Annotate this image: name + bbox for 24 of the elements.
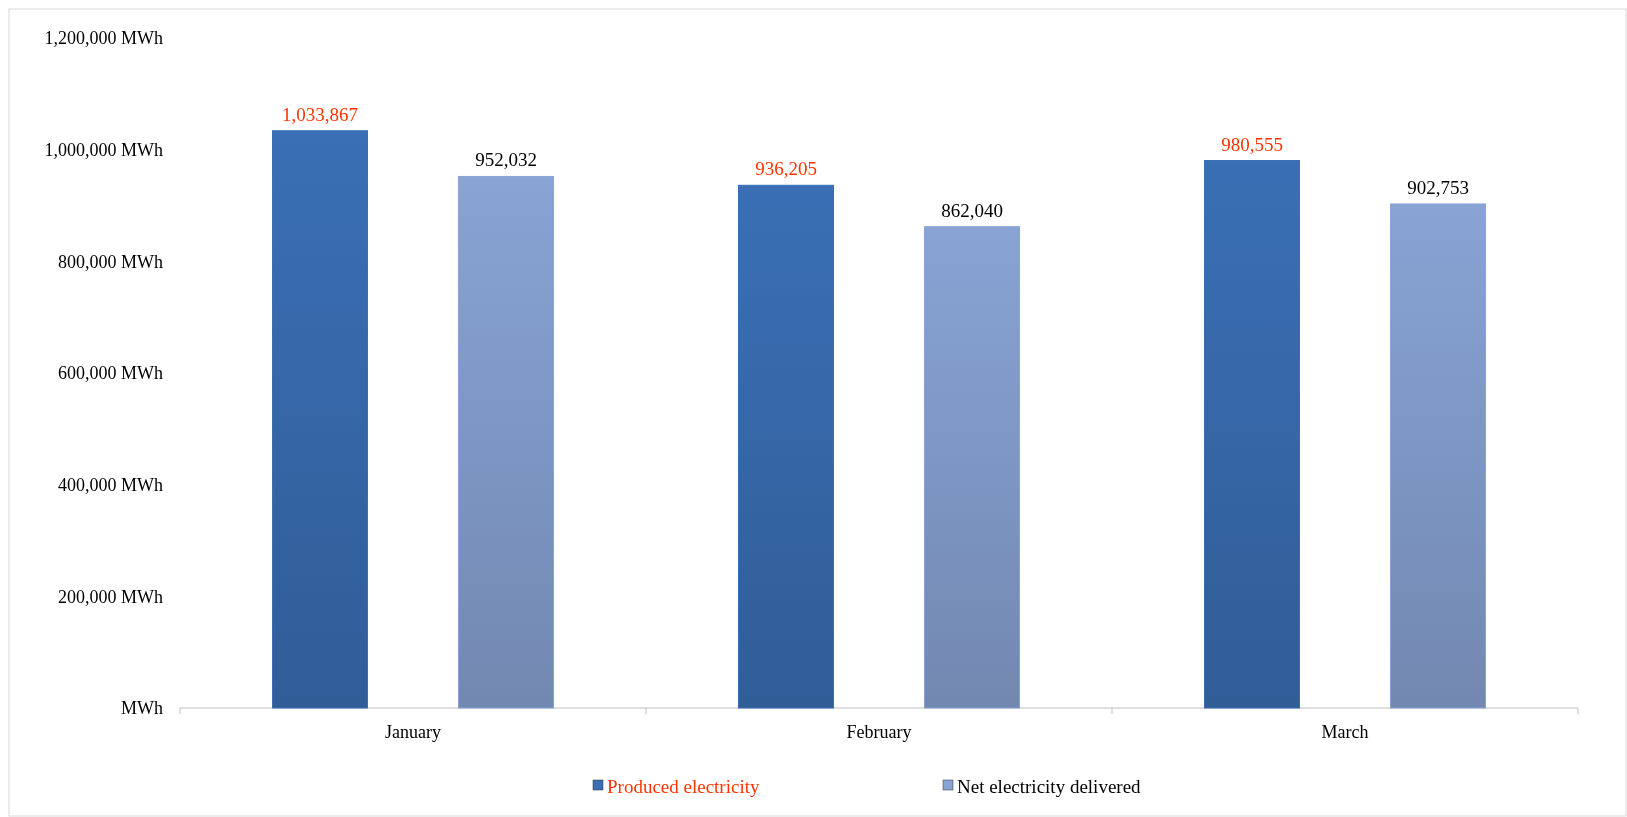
x-tick-label: March xyxy=(1321,722,1369,742)
bar xyxy=(1204,160,1300,709)
data-label: 902,753 xyxy=(1407,176,1469,198)
y-tick-label: 200,000 MWh xyxy=(58,586,163,607)
data-label: 952,032 xyxy=(475,149,537,171)
y-tick-label: 800,000 MWh xyxy=(58,251,163,272)
y-tick-label: 400,000 MWh xyxy=(58,474,163,495)
data-label: 936,205 xyxy=(755,158,817,180)
bar xyxy=(924,226,1020,709)
data-label: 862,040 xyxy=(941,199,1003,221)
bar xyxy=(272,130,368,709)
x-tick-label: February xyxy=(846,722,912,742)
data-label: 980,555 xyxy=(1221,133,1283,155)
y-tick-label: 1,200,000 MWh xyxy=(44,28,163,49)
x-tick-label: January xyxy=(385,722,441,742)
legend-label: Produced electricity xyxy=(607,775,760,797)
data-label: 1,033,867 xyxy=(282,103,358,125)
legend-label: Net electricity delivered xyxy=(957,775,1142,797)
bar xyxy=(738,184,834,709)
bar xyxy=(1390,203,1486,709)
bar xyxy=(458,175,554,709)
y-tick-label: MWh xyxy=(121,698,163,719)
y-tick-label: 1,000,000 MWh xyxy=(44,139,163,160)
y-tick-label: 600,000 MWh xyxy=(58,363,163,384)
